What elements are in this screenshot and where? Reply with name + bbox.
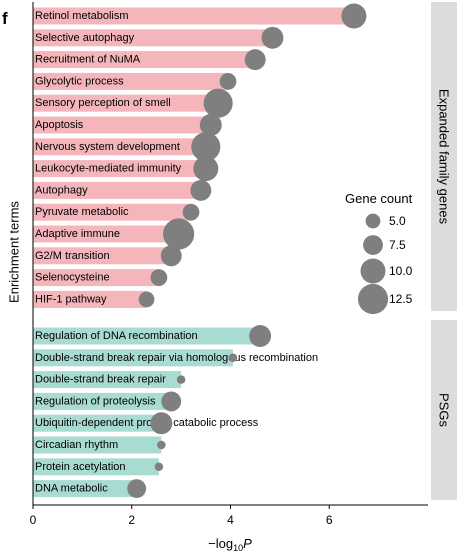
bar [33,436,162,454]
bar-label: Circadian rhythm [35,439,118,451]
gene-count-point [127,479,147,499]
bar [33,327,261,345]
bar-label: Sensory perception of smell [35,97,171,109]
bar [33,51,256,69]
bar [33,225,179,243]
bar [33,94,219,112]
gene-count-point [261,26,284,49]
bar [33,247,172,265]
gene-count-point [191,132,221,162]
bar-label: Nervous system development [35,141,180,153]
group-strip-label: PSGs [437,393,452,427]
gene-count-point [160,245,182,267]
gene-count-point [228,353,238,363]
bar [33,349,233,367]
gene-count-point [138,291,155,308]
gene-count-point [182,203,200,221]
bar-label: Autophagy [35,184,88,196]
bar [33,392,172,410]
bar-label: Retinol metabolism [35,10,129,22]
legend-point [363,235,383,255]
bar-label: Protein acetylation [35,461,126,473]
gene-count-point [157,440,166,450]
bar [33,181,201,199]
bar [33,269,159,287]
x-tick-label: 0 [30,513,37,527]
gene-count-point [150,269,168,286]
bar [33,116,211,134]
group-strip-label: Expanded family genes [437,89,452,225]
legend-label: 10.0 [389,264,413,278]
legend-label: 7.5 [389,238,406,252]
bar-label: Adaptive immune [35,228,120,240]
x-tick-label: 2 [128,513,135,527]
bar-label: Regulation of proteolysis [35,395,156,407]
gene-count-point [193,156,219,182]
gene-count-point [219,73,237,90]
legend-label: 5.0 [389,214,406,228]
bar-label: G2/M transition [35,250,110,262]
gene-count-point [163,218,195,250]
group-strip-1 [431,2,457,311]
legend-title: Gene count [345,191,413,206]
bar-label: Regulation of DNA recombination [35,330,198,342]
gene-count-point [203,88,233,118]
x-tick-label: 4 [227,513,234,527]
bar [33,29,273,47]
legend-point [357,283,389,315]
legend-label: 12.5 [389,292,413,306]
bar [33,7,354,25]
bar-label: DNA metabolic [35,483,108,495]
legend-point [360,258,386,284]
gene-count-point [161,391,182,412]
bar [33,203,191,221]
bar-label: Glycolytic process [35,75,124,87]
gene-count-point [176,375,186,384]
bar [33,138,206,156]
bar-label: Recruitment of NuMA [35,54,141,66]
bar [33,480,137,498]
bar [33,72,229,90]
bar-label: Double-strand break repair via homologou… [35,352,318,364]
legend-point [365,213,381,229]
bar-label: Double-strand break repair [35,374,166,386]
bar-label: Selenocysteine [35,272,110,284]
gene-count-point [154,462,164,472]
bar [33,371,182,389]
bar-label: Pyruvate metabolic [35,206,129,218]
panel-label: f [2,9,8,28]
bar-label: Selective autophagy [35,32,135,44]
gene-count-point [244,49,266,71]
bar [33,414,162,432]
bar-label: Ubiquitin-dependent protein catabolic pr… [35,417,259,429]
x-tick-label: 6 [326,513,333,527]
gene-count-point [190,179,212,201]
bar-label: HIF-1 pathway [35,293,107,305]
bar [33,458,159,476]
gene-count-point [249,325,272,347]
bar [33,290,147,308]
y-axis-title: Enrichment terms [7,201,22,303]
bar [33,160,206,178]
x-axis-title: −log10P [208,536,252,553]
gene-count-point [199,114,222,136]
bar-label: Leukocyte-mediated immunity [35,163,182,175]
group-strip-2 [431,320,457,500]
gene-count-point [341,3,367,29]
gene-count-point [150,412,173,435]
bar-label: Apoptosis [35,119,84,131]
